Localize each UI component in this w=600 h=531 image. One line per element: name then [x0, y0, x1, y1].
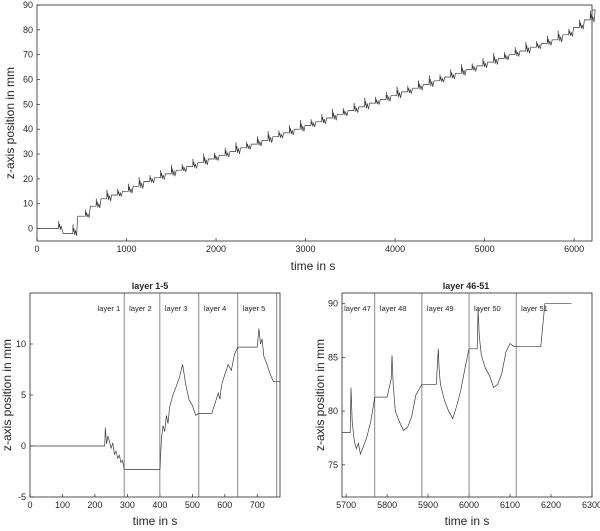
x-tick-label: 5000	[475, 244, 495, 254]
chart-layer-46-51: layer 46-51 75 80 85 90 5700 5800 5900 6000 610…	[313, 281, 600, 528]
layer-annotations-right: layer 47 layer 48 layer 49 layer 50 layer 51	[344, 304, 548, 313]
x-tick-label: 300	[120, 500, 135, 510]
x-tick-label: 200	[87, 500, 102, 510]
y-tick-label: 5	[21, 390, 26, 400]
x-tick-label: 3000	[296, 244, 316, 254]
layer-label: layer 51	[521, 304, 548, 313]
y-axis-label-left: z-axis position in mm	[0, 339, 14, 451]
y-tick-label: 90	[23, 0, 33, 10]
x-ticks-left: 0 100 200 300 400 500 600 700	[27, 494, 265, 510]
y-tick-label: 30	[23, 149, 33, 159]
layer-label: layer 3	[165, 304, 188, 313]
x-tick-label: 5900	[418, 500, 438, 510]
y-tick-label: 80	[328, 406, 338, 416]
z-position-line-top	[37, 9, 596, 236]
layer-boundaries-left	[123, 293, 278, 497]
chart-title-left: layer 1-5	[132, 281, 169, 291]
y-tick-label: 20	[23, 174, 33, 184]
x-tick-label: 700	[250, 500, 265, 510]
layer-label: layer 1	[98, 304, 121, 313]
y-tick-label: 0	[21, 441, 26, 451]
layer-label: layer 4	[204, 304, 227, 313]
y-tick-label: 80	[23, 25, 33, 35]
y-tick-label: 60	[23, 75, 33, 85]
x-ticks-top: 0 1000 2000 3000 4000 5000 6000	[34, 238, 584, 254]
x-ticks-right: 5700 5800 5900 6000 6100 6200 6300	[336, 494, 600, 510]
y-ticks-top: 0 10 20 30 40 50 60 70 80 90	[23, 0, 40, 234]
x-tick-label: 500	[185, 500, 200, 510]
y-tick-label: 85	[328, 352, 338, 362]
y-tick-label: -5	[18, 492, 26, 502]
y-axis-label-top: z-axis position in mm	[3, 67, 17, 179]
y-tick-label: 0	[28, 224, 33, 234]
layer-label: layer 5	[243, 304, 266, 313]
x-tick-label: 2000	[206, 244, 226, 254]
y-tick-label: 90	[328, 299, 338, 309]
layer-label: layer 47	[344, 304, 371, 313]
layer-label: layer 49	[427, 304, 454, 313]
y-tick-label: 10	[16, 339, 26, 349]
x-tick-label: 6000	[459, 500, 479, 510]
y-ticks-left: -5 0 5 10	[16, 339, 33, 502]
plot-frame-left	[29, 292, 281, 498]
chart-top: 0 10 20 30 40 50 60 70 80 90 0 1000 2000 3000 4000 500…	[3, 0, 596, 273]
x-tick-label: 5800	[377, 500, 397, 510]
z-position-line-right	[342, 303, 572, 456]
layer-label: layer 2	[129, 304, 152, 313]
x-axis-label-top: time in s	[291, 259, 336, 273]
x-tick-label: 1000	[117, 244, 137, 254]
plot-frame-right	[341, 292, 593, 498]
x-tick-label: 0	[27, 500, 32, 510]
x-tick-label: 600	[217, 500, 232, 510]
x-tick-label: 100	[55, 500, 70, 510]
x-tick-label: 6200	[541, 500, 561, 510]
x-tick-label: 6100	[500, 500, 520, 510]
layer-boundaries-right	[374, 293, 517, 497]
y-tick-label: 70	[23, 50, 33, 60]
x-tick-label: 6000	[564, 244, 584, 254]
x-tick-label: 4000	[385, 244, 405, 254]
y-ticks-right: 75 80 85 90	[328, 299, 345, 470]
y-tick-label: 40	[23, 124, 33, 134]
x-tick-label: 5700	[336, 500, 356, 510]
layer-label: layer 48	[380, 304, 407, 313]
layer-label: layer 50	[474, 304, 501, 313]
chart-title-right: layer 46-51	[443, 281, 490, 291]
y-axis-label-right: z-axis position in mm	[313, 339, 327, 451]
z-position-line-left	[30, 328, 280, 470]
y-tick-label: 10	[23, 199, 33, 209]
x-axis-label-right: time in s	[445, 514, 490, 528]
x-axis-label-left: time in s	[133, 514, 178, 528]
x-tick-label: 0	[34, 244, 39, 254]
layer-annotations-left: layer 1 layer 2 layer 3 layer 4 layer 5	[98, 304, 266, 313]
x-tick-label: 400	[152, 500, 167, 510]
plot-frame-top	[36, 4, 593, 242]
y-tick-label: 50	[23, 99, 33, 109]
y-tick-label: 75	[328, 460, 338, 470]
x-tick-label: 6300	[582, 500, 600, 510]
